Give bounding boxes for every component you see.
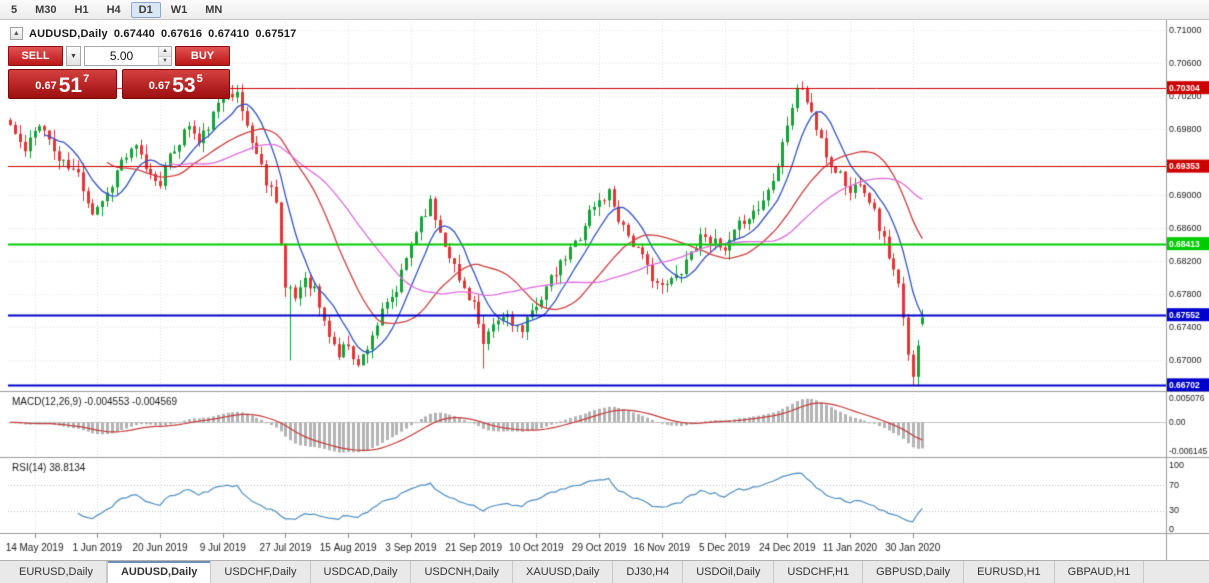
sell-price-pip: 7	[83, 73, 90, 85]
buy-price-pip: 5	[196, 73, 203, 85]
timeframe-button-w1[interactable]: W1	[170, 3, 188, 16]
timeframe-button-h1[interactable]: H1	[74, 3, 89, 16]
one-click-trade-panel: SELL ▼ ▲ ▼ BUY 0.67 51 7	[8, 46, 230, 99]
chart-tab-dj30-h4[interactable]: DJ30,H4	[613, 561, 684, 583]
ohlc-open: 0.67440	[113, 27, 155, 40]
chart-tab-usdcad-daily[interactable]: USDCAD,Daily	[310, 561, 412, 583]
trade-panel-collapse-icon[interactable]: ▲	[10, 27, 23, 40]
volume-input[interactable]	[85, 47, 158, 65]
sell-price-display[interactable]: 0.67 51 7	[8, 69, 117, 99]
chart-tabbar: EURUSD,Daily AUDUSD,Daily USDCHF,Daily USDC…	[0, 560, 1209, 583]
chart-tab-eurusd-daily[interactable]: EURUSD,Daily	[6, 561, 107, 583]
volume-stepper: ▲ ▼	[158, 47, 171, 65]
ohlc-high: 0.67616	[160, 27, 203, 40]
chart-tab-gbpaud-h1[interactable]: GBPAUD,H1	[1054, 561, 1145, 583]
chart-tab-xauusd-daily[interactable]: XAUUSD,Daily	[513, 561, 614, 583]
chart-tab-usdcnh-daily[interactable]: USDCNH,Daily	[411, 561, 514, 583]
chart-tab-usdchf-daily[interactable]: USDCHF,Daily	[211, 561, 311, 583]
ohlc-close: 0.67517	[255, 27, 297, 40]
timeframe-button-h4[interactable]: H4	[106, 3, 121, 16]
timeframe-button-d1[interactable]: D1	[130, 1, 161, 18]
sell-button[interactable]: SELL	[8, 46, 63, 66]
chart-ohlc-header: ▲ AUDUSD,Daily 0.67440 0.67616 0.67410 0…	[10, 27, 297, 40]
chart-tab-audusd-daily[interactable]: AUDUSD,Daily	[106, 561, 212, 583]
price-chart-canvas[interactable]	[0, 20, 1209, 560]
sell-price-big: 51	[58, 74, 83, 97]
timeframe-button-5[interactable]: 5	[11, 3, 18, 16]
volume-dropdown-button[interactable]: ▼	[66, 46, 81, 66]
timeframe-button-m30[interactable]: M30	[35, 3, 57, 16]
chart-window: ▲ AUDUSD,Daily 0.67440 0.67616 0.67410 0…	[0, 20, 1209, 560]
timeframe-toolbar: 5 M30 H1 H4 D1 W1 MN	[0, 0, 1209, 20]
chart-tab-eurusd-h1[interactable]: EURUSD,H1	[964, 561, 1055, 583]
ohlc-low: 0.67410	[208, 27, 250, 40]
buy-price-display[interactable]: 0.67 53 5	[121, 69, 230, 99]
timeframe-button-mn[interactable]: MN	[205, 3, 223, 16]
sell-price-prefix: 0.67	[35, 80, 57, 92]
chart-tab-gbpusd-daily[interactable]: GBPUSD,Daily	[863, 561, 965, 583]
chevron-down-icon: ▼	[70, 52, 77, 60]
chart-tab-usdoil-daily[interactable]: USDOil,Daily	[683, 561, 775, 583]
buy-price-prefix: 0.67	[148, 80, 171, 92]
buy-button[interactable]: BUY	[175, 46, 230, 66]
stepper-down-icon[interactable]: ▼	[159, 56, 171, 65]
chart-symbol-label: AUDUSD,Daily	[29, 27, 108, 40]
chart-tab-usdchf-h1[interactable]: USDCHF,H1	[774, 561, 864, 583]
stepper-up-icon[interactable]: ▲	[159, 47, 171, 57]
volume-field: ▲ ▼	[84, 46, 172, 66]
buy-price-big: 53	[172, 74, 196, 97]
